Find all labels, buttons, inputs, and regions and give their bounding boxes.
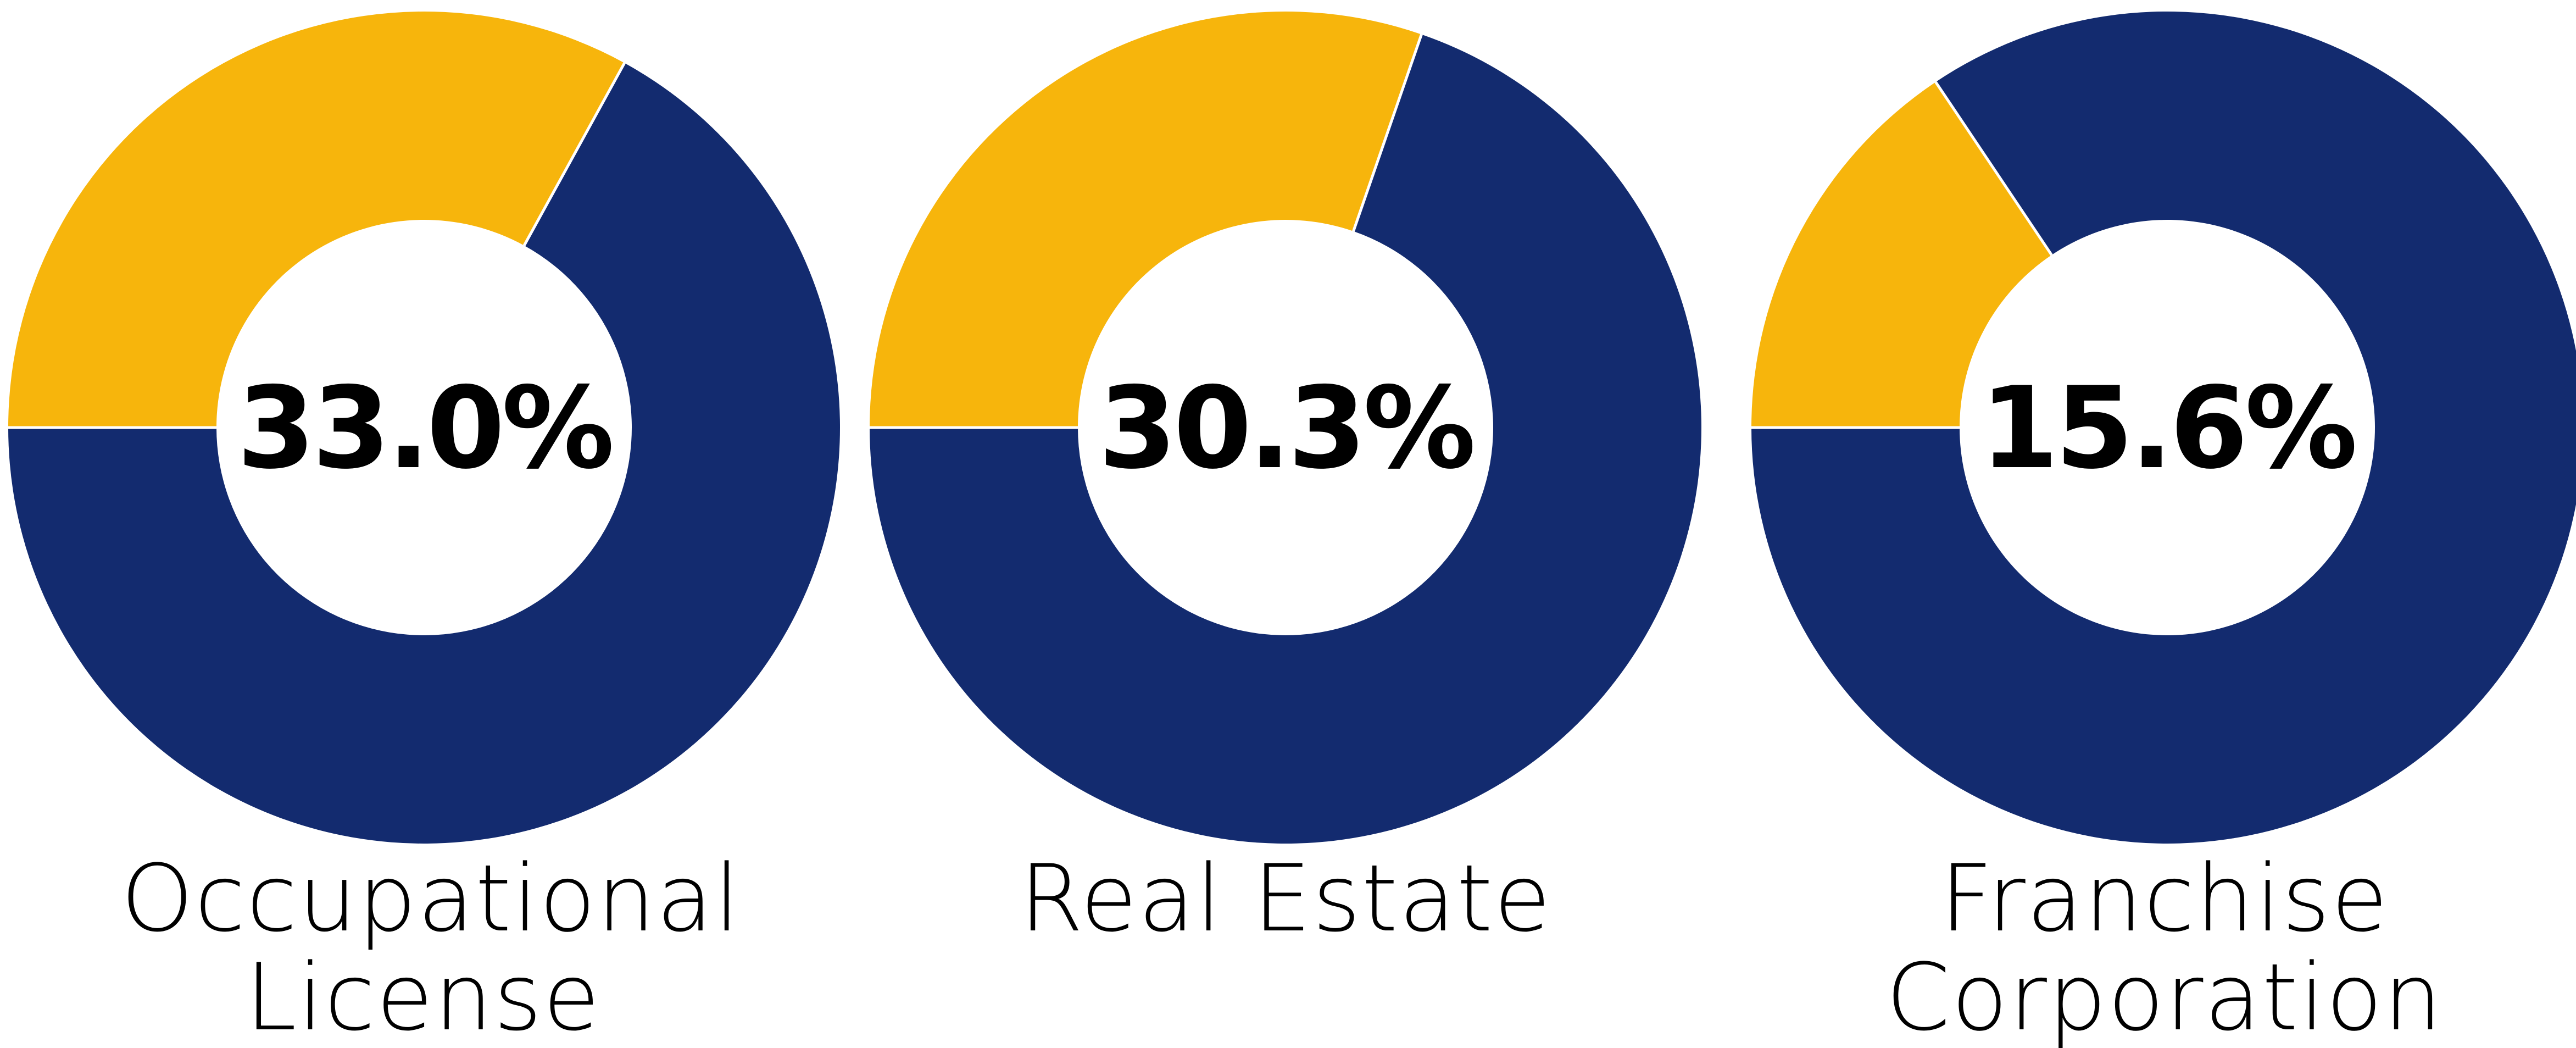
caption-line: Corporation bbox=[1885, 944, 2444, 1048]
donut-slice-share bbox=[1751, 82, 2052, 428]
donut-slice-remainder bbox=[1751, 12, 2576, 844]
donut-slice-remainder bbox=[8, 63, 840, 844]
slice-separator bbox=[1934, 81, 2053, 256]
caption-real-estate: Real Estate bbox=[983, 849, 1588, 948]
donut-slice-remainder bbox=[870, 34, 1701, 844]
caption-occupational-license: Occupational License bbox=[121, 845, 741, 1048]
caption-line: Franchise bbox=[1940, 845, 2389, 952]
caption-line: Real Estate bbox=[1019, 845, 1552, 952]
caption-franchise-corporation: Franchise Corporation bbox=[1862, 849, 2467, 1047]
donut-chart-occupational-license: 33.0% bbox=[8, 11, 840, 844]
caption-line: Occupational bbox=[121, 845, 741, 952]
donut-center-value: 33.0% bbox=[237, 363, 611, 494]
caption-line: License bbox=[245, 944, 601, 1048]
donut-center-value: 15.6% bbox=[1980, 363, 2354, 494]
donut-slice-share bbox=[8, 11, 625, 428]
slice-separator bbox=[1352, 34, 1423, 232]
donut-chart-real-estate: 30.3% bbox=[870, 11, 1701, 844]
donut-center-value: 30.3% bbox=[1098, 363, 1472, 494]
donut-chart-franchise-corporation: 15.6% bbox=[1751, 12, 2576, 844]
slice-separator bbox=[522, 62, 626, 246]
donut-slice-share bbox=[870, 11, 1422, 428]
